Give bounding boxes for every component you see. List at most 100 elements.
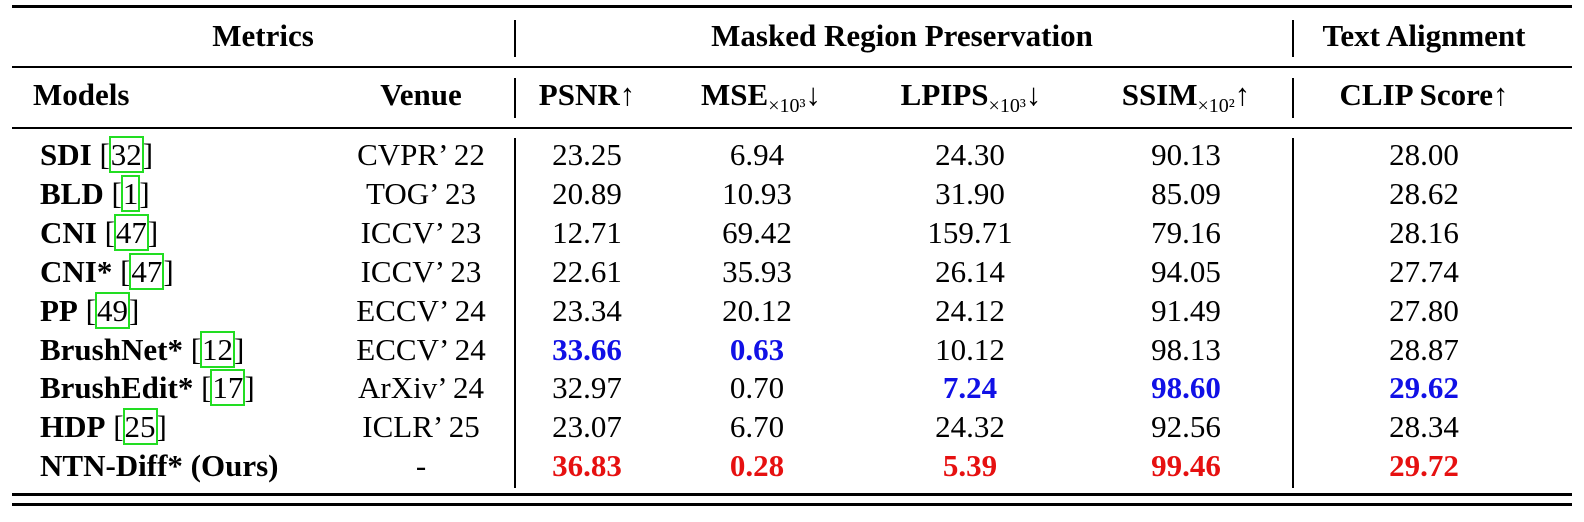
header-bottom-rule (12, 127, 1572, 129)
venue-value: ECCV’ 24 (356, 292, 486, 328)
citation-number[interactable]: 25 (122, 408, 158, 446)
venue-value: ECCV’ 24 (356, 331, 486, 367)
up-arrow-icon: ↑ (1493, 77, 1509, 112)
model-name: CNI (40, 214, 97, 250)
clip-value: 28.87 (1389, 331, 1459, 367)
separator-venue-psnr-header (514, 78, 516, 118)
venue-value: ICCV’ 23 (360, 253, 482, 289)
mse-value: 0.63 (729, 331, 785, 367)
lpips-value: 31.90 (935, 175, 1005, 211)
clip-value: 28.00 (1389, 137, 1459, 172)
citation-link[interactable]: [1] (103, 174, 150, 212)
lpips-value: 24.32 (935, 409, 1005, 445)
model-name: BLD (40, 175, 104, 211)
mse-value: 69.42 (722, 214, 792, 250)
model-name-cell: NTN-Diff* (Ours) (40, 447, 279, 485)
lpips-value: 7.24 (942, 370, 998, 406)
mse-scale: ×10³ (768, 95, 806, 117)
header-venue: Venue (380, 77, 462, 112)
psnr-value: 23.07 (552, 409, 622, 445)
down-arrow-icon: ↓ (805, 77, 821, 112)
bottom-rule-1 (12, 493, 1572, 496)
citation-link[interactable]: [12] (182, 330, 245, 368)
header-text-alignment: Text Alignment (1322, 18, 1526, 53)
model-name: SDI (40, 137, 92, 172)
psnr-value: 12.71 (552, 214, 622, 250)
mse-value: 0.28 (729, 448, 785, 484)
psnr-value: 32.97 (552, 370, 622, 406)
ssim-scale: ×10² (1197, 95, 1235, 117)
citation-number[interactable]: 32 (108, 136, 144, 173)
ssim-value: 79.16 (1151, 214, 1221, 250)
down-arrow-icon: ↓ (1025, 77, 1042, 112)
mse-value: 35.93 (722, 253, 792, 289)
model-name: CNI* (40, 253, 113, 289)
clip-value: 28.62 (1389, 175, 1459, 211)
psnr-value: 20.89 (552, 175, 622, 211)
mse-value: 6.70 (729, 409, 785, 445)
model-name-cell: CNI [47] (40, 213, 159, 252)
model-name: BrushEdit* (40, 370, 194, 406)
citation-link[interactable]: [25] (105, 408, 167, 446)
citation-number[interactable]: 12 (200, 330, 236, 368)
citation-link[interactable]: [47] (112, 252, 174, 290)
venue-value: CVPR’ 22 (357, 137, 485, 172)
lpips-label: LPIPS (900, 77, 989, 112)
header-ssim: SSIM×10²↑ (1122, 76, 1251, 118)
header-clip-score: CLIP Score↑ (1339, 76, 1508, 114)
citation-number[interactable]: 47 (113, 213, 149, 251)
clip-value: 29.62 (1389, 370, 1459, 406)
separator-metrics-preservation (514, 20, 516, 57)
citation-number[interactable]: 17 (210, 369, 246, 407)
header-lpips: LPIPS×10³↓ (901, 76, 1042, 118)
lpips-value: 26.14 (935, 253, 1005, 289)
header-mid-rule (12, 66, 1572, 68)
ssim-value: 90.13 (1151, 137, 1221, 172)
ssim-value: 92.56 (1151, 409, 1221, 445)
model-name-cell: HDP [25] (40, 408, 167, 446)
citation-number[interactable]: 1 (120, 174, 141, 212)
citation-link[interactable]: [17] (193, 369, 255, 407)
lpips-value: 24.30 (935, 137, 1005, 172)
model-name: PP (40, 292, 78, 328)
clip-label: CLIP Score (1339, 77, 1494, 112)
citation-link[interactable]: [49] (77, 291, 140, 329)
psnr-value: 23.34 (552, 292, 622, 328)
mse-value: 0.70 (729, 370, 785, 406)
ssim-value: 99.46 (1151, 448, 1221, 484)
citation-number[interactable]: 47 (129, 252, 165, 290)
header-metrics: Metrics (212, 18, 314, 53)
mse-label: MSE (701, 77, 769, 112)
citation-link[interactable]: [32] (91, 136, 154, 173)
separator-preservation-text (1292, 20, 1294, 57)
model-name-cell: BrushNet* [12] (40, 330, 245, 369)
separator-venue-psnr-body (514, 138, 516, 488)
ssim-label: SSIM (1121, 77, 1198, 112)
up-arrow-icon: ↑ (1234, 77, 1251, 112)
lpips-scale: ×10³ (988, 95, 1026, 117)
lpips-value: 5.39 (942, 448, 998, 484)
model-name: NTN-Diff* (Ours) (40, 448, 279, 484)
venue-value: - (415, 448, 427, 484)
header-models: Models (33, 77, 130, 112)
ssim-value: 85.09 (1151, 175, 1221, 211)
venue-value: ICCV’ 23 (360, 214, 482, 250)
clip-value: 27.80 (1389, 292, 1459, 328)
separator-ssim-clip-header (1292, 78, 1294, 118)
mse-value: 20.12 (722, 292, 792, 328)
psnr-value: 36.83 (552, 448, 622, 484)
mse-value: 6.94 (729, 137, 785, 172)
ssim-value: 94.05 (1151, 253, 1221, 289)
venue-value: TOG’ 23 (366, 175, 476, 211)
clip-value: 28.34 (1389, 409, 1459, 445)
up-arrow-icon: ↑ (619, 77, 636, 112)
citation-number[interactable]: 49 (94, 291, 130, 329)
model-name-cell: PP [49] (40, 291, 140, 330)
header-mse: MSE×10³↓ (701, 76, 821, 118)
model-name-cell: CNI* [47] (40, 252, 174, 291)
lpips-value: 24.12 (935, 292, 1005, 328)
psnr-value: 22.61 (552, 253, 622, 289)
mse-value: 10.93 (722, 175, 792, 211)
citation-link[interactable]: [47] (96, 213, 159, 251)
clip-value: 28.16 (1389, 214, 1459, 250)
